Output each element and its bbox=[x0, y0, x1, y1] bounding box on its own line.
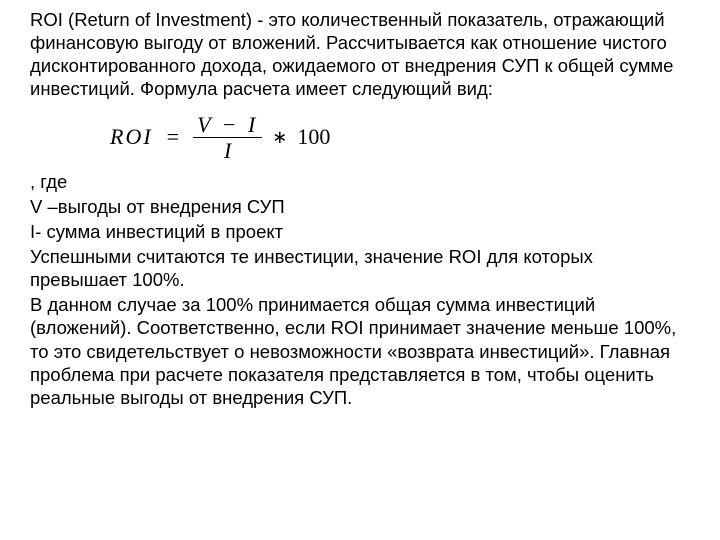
formula-block: ROI = V − I I ∗ 100 bbox=[30, 103, 690, 170]
variable-v-definition: V –выгоды от внедрения СУП bbox=[30, 195, 690, 218]
fraction: V − I I bbox=[193, 113, 262, 162]
paragraph-success-threshold: Успешными считаются те инвестиции, значе… bbox=[30, 245, 690, 291]
roi-formula: ROI = V − I I ∗ 100 bbox=[110, 113, 690, 162]
multiply-sign: ∗ bbox=[272, 127, 287, 148]
formula-lhs: ROI bbox=[110, 124, 153, 150]
constant-100: 100 bbox=[297, 124, 330, 150]
variable-i-definition: I- сумма инвестиций в проект bbox=[30, 220, 690, 243]
where-label: , где bbox=[30, 170, 690, 193]
fraction-denominator: I bbox=[224, 138, 231, 162]
paragraph-intro: ROI (Return of Investment) - это количес… bbox=[30, 8, 690, 101]
paragraph-interpretation: В данном случае за 100% принимается обща… bbox=[30, 293, 690, 409]
fraction-numerator: V − I bbox=[193, 113, 262, 138]
equals-sign: = bbox=[167, 124, 179, 150]
document-page: ROI (Return of Investment) - это количес… bbox=[0, 0, 720, 409]
